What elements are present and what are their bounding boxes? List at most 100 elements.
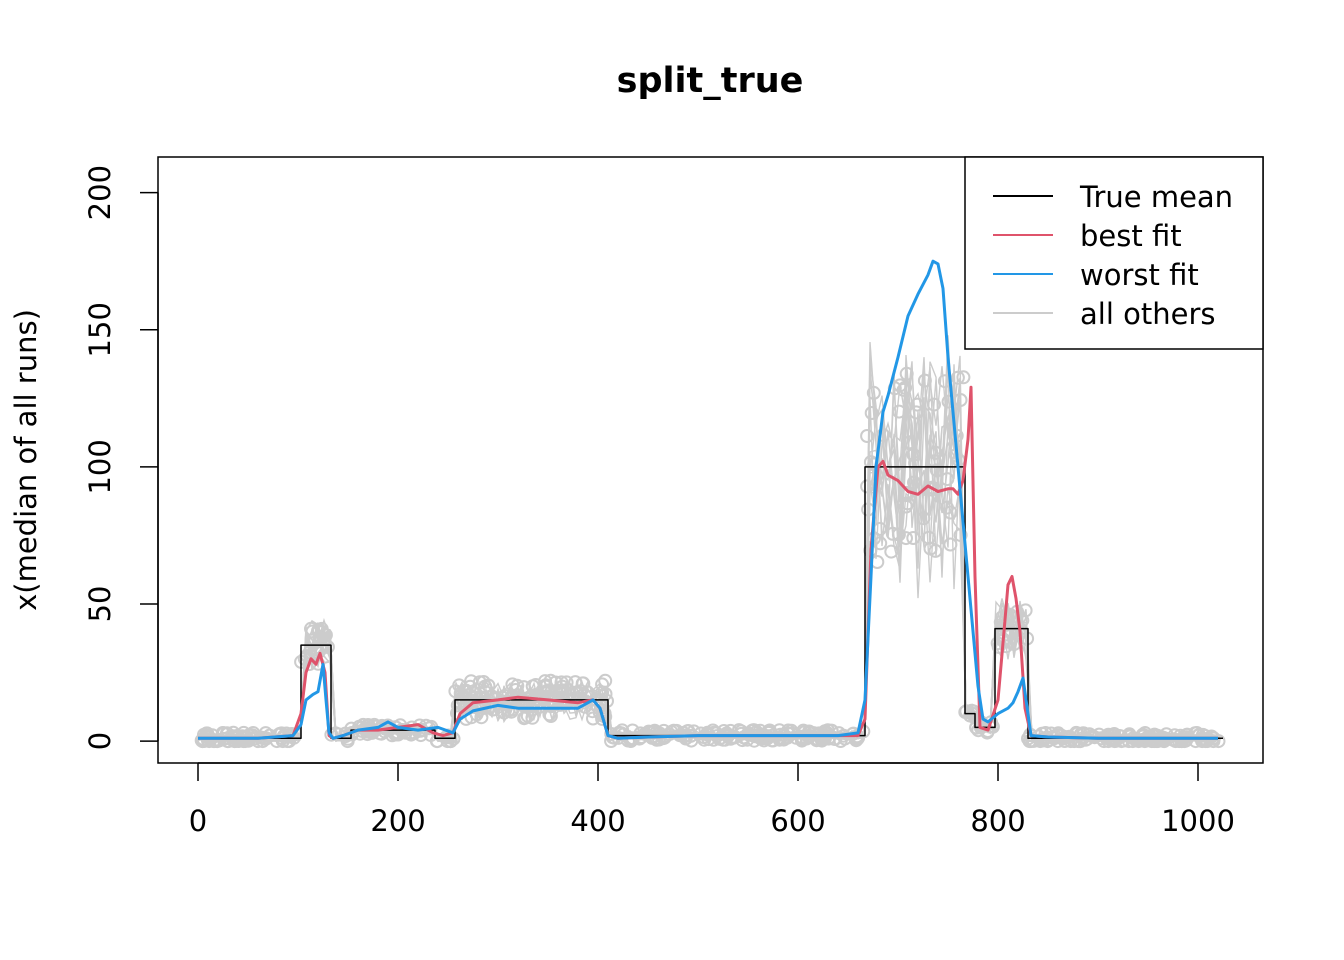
other-run-point xyxy=(860,479,875,494)
other-run-point xyxy=(652,732,666,747)
other-run-point xyxy=(906,531,921,545)
other-run-point xyxy=(884,544,899,559)
other-run-point xyxy=(460,697,475,712)
other-run-point xyxy=(991,639,1006,654)
other-run-point xyxy=(678,731,693,746)
other-run-point xyxy=(927,397,941,412)
other-run-point xyxy=(899,366,914,381)
legend: True mean best fit worst fit all others xyxy=(964,156,1264,350)
other-run-point xyxy=(943,505,958,520)
other-run-point xyxy=(917,373,932,388)
other-run-point xyxy=(885,526,900,541)
other-run-point xyxy=(220,734,235,749)
other-run-point xyxy=(899,499,914,514)
other-run-point xyxy=(876,428,891,442)
other-run-point xyxy=(604,727,619,741)
other-run-point xyxy=(541,683,556,698)
other-run-point xyxy=(271,727,286,742)
x-tick-label: 400 xyxy=(570,804,625,838)
chart-title: split_true xyxy=(617,61,804,101)
other-run-point xyxy=(311,622,326,637)
other-run-point xyxy=(560,682,575,697)
other-run-point xyxy=(940,472,955,487)
other-run-point xyxy=(517,711,532,726)
other-run-point xyxy=(906,447,921,462)
other-run-point xyxy=(1177,734,1192,749)
y-tick-label: 200 xyxy=(83,165,117,220)
other-run-point xyxy=(864,406,879,420)
y-tick-label: 0 xyxy=(83,732,117,750)
other-run-point xyxy=(928,445,943,460)
other-run-point xyxy=(908,456,923,470)
other-run-point xyxy=(943,537,958,552)
other-run-point xyxy=(953,528,968,543)
other-run-point xyxy=(907,475,921,490)
other-run-point xyxy=(686,724,701,739)
x-tick-label: 800 xyxy=(970,804,1025,838)
other-run-point xyxy=(916,511,931,526)
other-run-point xyxy=(1044,726,1059,741)
other-run-point xyxy=(553,697,568,712)
other-run-point xyxy=(305,624,320,639)
other-run-point xyxy=(909,405,924,420)
other-run-point xyxy=(896,382,911,397)
other-run-point xyxy=(706,725,721,740)
legend-label: best fit xyxy=(1080,219,1182,253)
other-run-point xyxy=(352,719,367,734)
other-run-point xyxy=(529,689,544,703)
other-run-point xyxy=(510,678,525,693)
other-run-point xyxy=(595,677,610,692)
other-run-point xyxy=(821,731,836,746)
other-run-point xyxy=(481,678,496,693)
other-run-point xyxy=(891,527,906,542)
other-run-point xyxy=(575,676,590,691)
other-run-point xyxy=(860,429,875,443)
other-run-point xyxy=(752,730,767,745)
other-run-point xyxy=(995,610,1010,625)
other-run-point xyxy=(929,463,944,478)
y-axis-label: x(median of all runs) xyxy=(9,309,43,611)
y-tick-label: 50 xyxy=(83,586,117,623)
other-run-point xyxy=(910,397,925,412)
legend-label: all others xyxy=(1080,297,1215,331)
other-run-point xyxy=(950,370,965,385)
other-run-point xyxy=(984,715,998,730)
other-run-point xyxy=(464,674,479,689)
y-tick-label: 100 xyxy=(83,439,117,494)
other-run-point xyxy=(819,725,834,740)
other-run-point xyxy=(548,675,563,690)
other-run-point xyxy=(202,734,217,749)
other-run-point xyxy=(773,730,788,745)
other-run-point xyxy=(892,404,907,419)
other-run-point xyxy=(1106,728,1121,743)
other-run-point xyxy=(902,435,917,450)
other-run-point xyxy=(600,694,614,708)
legend-box xyxy=(964,156,1264,350)
other-run-point xyxy=(375,718,389,733)
other-run-point xyxy=(1015,613,1030,628)
y-tick-label: 150 xyxy=(83,302,117,357)
fit-lines-layer xyxy=(198,259,1218,740)
other-run-point xyxy=(543,709,558,723)
other-run-point xyxy=(1125,734,1140,749)
other-run-point xyxy=(568,675,583,690)
other-run-point xyxy=(206,734,221,749)
other-run-point xyxy=(956,370,971,385)
other-run-point xyxy=(1078,732,1093,747)
x-tick-label: 0 xyxy=(189,804,207,838)
other-run-point xyxy=(469,707,484,722)
other-run-point xyxy=(866,385,881,400)
x-tick-label: 1000 xyxy=(1161,804,1235,838)
other-run-point xyxy=(727,730,742,745)
other-run-point xyxy=(538,674,553,689)
other-run-point xyxy=(953,393,968,407)
other-run-point xyxy=(1071,734,1086,749)
worst-fit-line xyxy=(198,259,1218,740)
legend-label: worst fit xyxy=(1080,258,1199,292)
x-tick-label: 600 xyxy=(770,804,825,838)
other-run-point xyxy=(780,730,795,745)
other-run-point xyxy=(873,536,888,551)
other-run-point xyxy=(1107,734,1122,749)
other-run-point xyxy=(923,541,938,556)
